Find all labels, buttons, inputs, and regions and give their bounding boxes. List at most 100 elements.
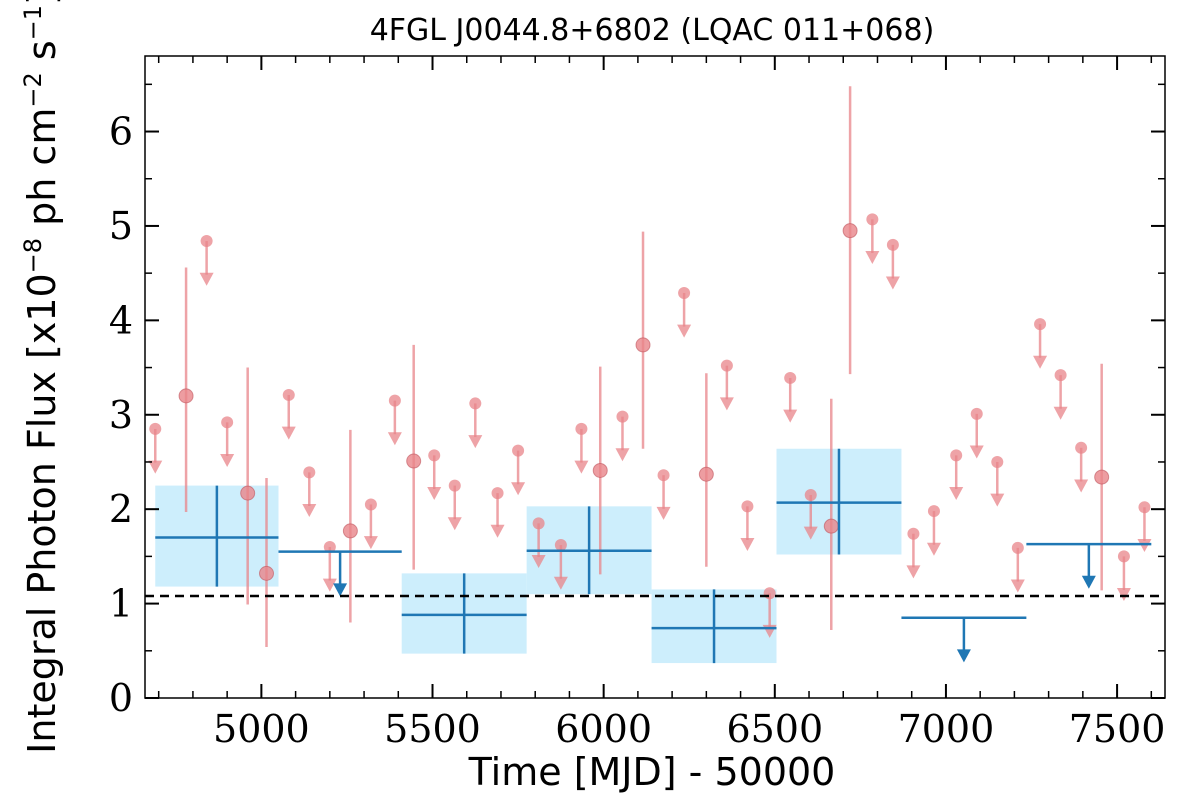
fine-upper-limit-arrow: [949, 487, 964, 501]
y-tick-label: 1: [109, 582, 133, 626]
plot-area: 5000 5500 6000 6500 7000 7500 0 1 2 3 4 5 6: [109, 55, 1166, 751]
fine-upper-limit-arrow: [447, 517, 462, 531]
fine-upper-limit-arrow: [906, 565, 921, 579]
fine-upper-limit-marker: [720, 359, 733, 372]
fine-data-point: [592, 462, 608, 478]
fine-data-point: [698, 466, 714, 482]
fine-upper-limit-marker: [303, 466, 316, 479]
fine-upper-limit-marker: [678, 286, 691, 299]
fine-upper-limit-arrow: [1137, 538, 1152, 552]
y-tick-label: 2: [109, 487, 133, 531]
fine-upper-limit-arrow: [740, 537, 755, 551]
fine-data-point: [406, 453, 422, 469]
fine-upper-limit-marker: [804, 489, 817, 502]
fine-upper-limit-marker: [554, 539, 567, 552]
fine-upper-limit-marker: [1011, 541, 1024, 554]
y-axis-label: Integral Photon Flux [x10−8 ph cm−2 s−1]: [19, 0, 64, 754]
fine-upper-limit-marker: [1117, 550, 1130, 563]
x-tick-label: 5000: [213, 707, 310, 751]
fine-data-point: [342, 523, 358, 539]
x-tick-label: 5500: [384, 707, 481, 751]
fine-upper-limit-arrow: [1116, 588, 1131, 602]
plot-frame: [144, 55, 1166, 699]
fine-upper-limit-marker: [616, 410, 629, 423]
y-tick-label: 4: [109, 298, 133, 342]
fine-upper-limit-marker: [991, 455, 1004, 468]
fine-upper-limit-marker: [575, 422, 588, 435]
fine-upper-limit-marker: [491, 487, 504, 500]
chart-title: 4FGL J0044.8+6802 (LQAC 011+068): [370, 13, 935, 48]
fine-upper-limit-arrow: [1074, 479, 1089, 493]
fine-upper-limit-arrow: [803, 526, 818, 540]
coarse-upper-limit-arrow: [1081, 575, 1096, 589]
fine-upper-limit-arrow: [387, 432, 402, 446]
fine-upper-limit-marker: [741, 500, 754, 513]
x-tick-label: 7000: [898, 707, 995, 751]
fine-upper-limit-marker: [886, 238, 899, 251]
fine-upper-limit-marker: [907, 527, 920, 540]
fine-upper-limit-arrow: [885, 276, 900, 290]
fine-upper-limit-arrow: [865, 250, 880, 264]
fine-upper-limit-marker: [927, 505, 940, 518]
fine-upper-limit-arrow: [427, 487, 442, 501]
fine-upper-limit-arrow: [615, 448, 630, 462]
fine-upper-limit-marker: [364, 498, 377, 511]
fine-upper-limit-arrow: [677, 324, 692, 338]
fine-upper-limit-arrow: [926, 542, 941, 556]
y-tick-label: 3: [109, 393, 133, 437]
y-tick-label: 5: [109, 204, 133, 248]
fine-upper-limit-marker: [428, 449, 441, 462]
fine-upper-limit-marker: [512, 444, 525, 457]
fine-data-point: [240, 485, 256, 501]
fine-upper-limit-marker: [1075, 441, 1088, 454]
fine-upper-limit-marker: [448, 479, 461, 492]
fine-upper-limit-arrow: [656, 506, 671, 520]
fine-data-point: [823, 518, 839, 534]
fine-upper-limit-arrow: [322, 578, 337, 592]
fine-upper-limit-arrow: [1053, 406, 1068, 420]
fine-upper-limit-arrow: [1033, 355, 1048, 369]
fine-upper-limit-marker: [221, 416, 234, 429]
fine-upper-limit-marker: [149, 422, 162, 435]
fine-upper-limit-marker: [1054, 369, 1067, 382]
fine-upper-limit-marker: [323, 540, 336, 553]
fine-upper-limit-marker: [469, 397, 482, 410]
fine-upper-limit-marker: [532, 517, 545, 530]
fine-upper-limit-arrow: [783, 409, 798, 423]
fine-upper-limit-marker: [282, 388, 295, 401]
fine-upper-limit-arrow: [220, 453, 235, 467]
fine-upper-limit-arrow: [281, 426, 296, 440]
fine-upper-limit-arrow: [302, 504, 317, 518]
fine-upper-limit-arrow: [199, 272, 214, 286]
fine-upper-limit-arrow: [490, 524, 505, 538]
coarse-upper-limit-arrow: [333, 583, 348, 597]
y-tick-label: 0: [109, 676, 133, 720]
fine-upper-limit-marker: [200, 235, 213, 248]
fine-data-point: [1094, 469, 1110, 485]
fine-data-point: [178, 388, 194, 404]
y-tick-label: 6: [109, 110, 133, 154]
fine-upper-limit-marker: [950, 449, 963, 462]
fine-upper-limit-arrow: [363, 536, 378, 550]
x-axis-label: Time [MJD] - 50000: [468, 750, 836, 794]
fine-data-point: [842, 223, 858, 239]
fine-upper-limit-arrow: [148, 460, 163, 474]
fine-upper-limit-marker: [784, 371, 797, 384]
fine-upper-limit-arrow: [1010, 579, 1025, 593]
fine-upper-limit-arrow: [969, 445, 984, 459]
fine-upper-limit-arrow: [468, 435, 483, 449]
fine-upper-limit-arrow: [990, 493, 1005, 507]
coarse-upper-limit-arrow: [956, 649, 971, 663]
fine-upper-limit-marker: [763, 587, 776, 600]
fine-upper-limit-marker: [970, 407, 983, 420]
fine-upper-limit-marker: [657, 469, 670, 482]
x-tick-label: 7500: [1069, 707, 1166, 751]
fine-upper-limit-arrow: [553, 576, 568, 590]
fine-upper-limit-marker: [1138, 501, 1151, 514]
fine-upper-limit-marker: [1034, 318, 1047, 331]
fine-upper-limit-arrow: [574, 460, 589, 474]
fine-data-point: [259, 565, 275, 581]
x-tick-label: 6500: [726, 707, 823, 751]
fine-upper-limit-marker: [866, 213, 879, 226]
